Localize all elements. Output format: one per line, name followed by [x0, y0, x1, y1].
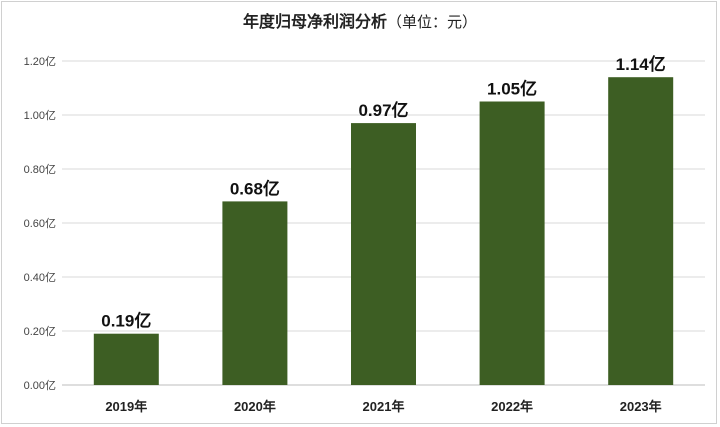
data-label: 0.19亿 [101, 311, 151, 331]
x-tick-label: 2019年 [105, 399, 147, 414]
bar [222, 201, 288, 385]
y-tick-label: 0.20亿 [24, 325, 56, 338]
x-tick-label: 2021年 [363, 399, 405, 414]
chart-title-unit: （单位：元） [387, 13, 478, 31]
data-labels: 0.19亿 0.68亿 0.97亿 1.05亿 1.14亿 [101, 54, 665, 331]
x-tick-label: 2023年 [620, 399, 662, 414]
bars [93, 77, 674, 385]
data-label: 0.68亿 [230, 178, 280, 198]
data-label: 1.05亿 [487, 79, 537, 99]
data-label: 0.97亿 [358, 100, 408, 120]
bar [479, 101, 545, 385]
y-axis-ticks: 0.00亿 0.20亿 0.40亿 0.60亿 0.80亿 1.00亿 1.20亿 [24, 55, 56, 392]
chart-title: 年度归母净利润分析（单位：元） [0, 8, 720, 32]
bar [93, 333, 159, 385]
y-tick-label: 0.80亿 [24, 163, 56, 176]
chart-title-main: 年度归母净利润分析 [242, 12, 387, 31]
x-tick-label: 2020年 [234, 399, 276, 414]
data-label: 1.14亿 [616, 54, 666, 74]
x-axis-ticks: 2019年 2020年 2021年 2022年 2023年 [105, 399, 661, 414]
y-tick-label: 0.60亿 [24, 217, 56, 230]
bar [608, 77, 674, 385]
y-tick-label: 1.20亿 [24, 55, 56, 68]
y-tick-label: 0.00亿 [24, 379, 56, 392]
bar [351, 123, 416, 385]
y-tick-label: 1.00亿 [24, 109, 56, 122]
y-tick-label: 0.40亿 [24, 271, 56, 284]
x-tick-label: 2022年 [491, 399, 533, 414]
